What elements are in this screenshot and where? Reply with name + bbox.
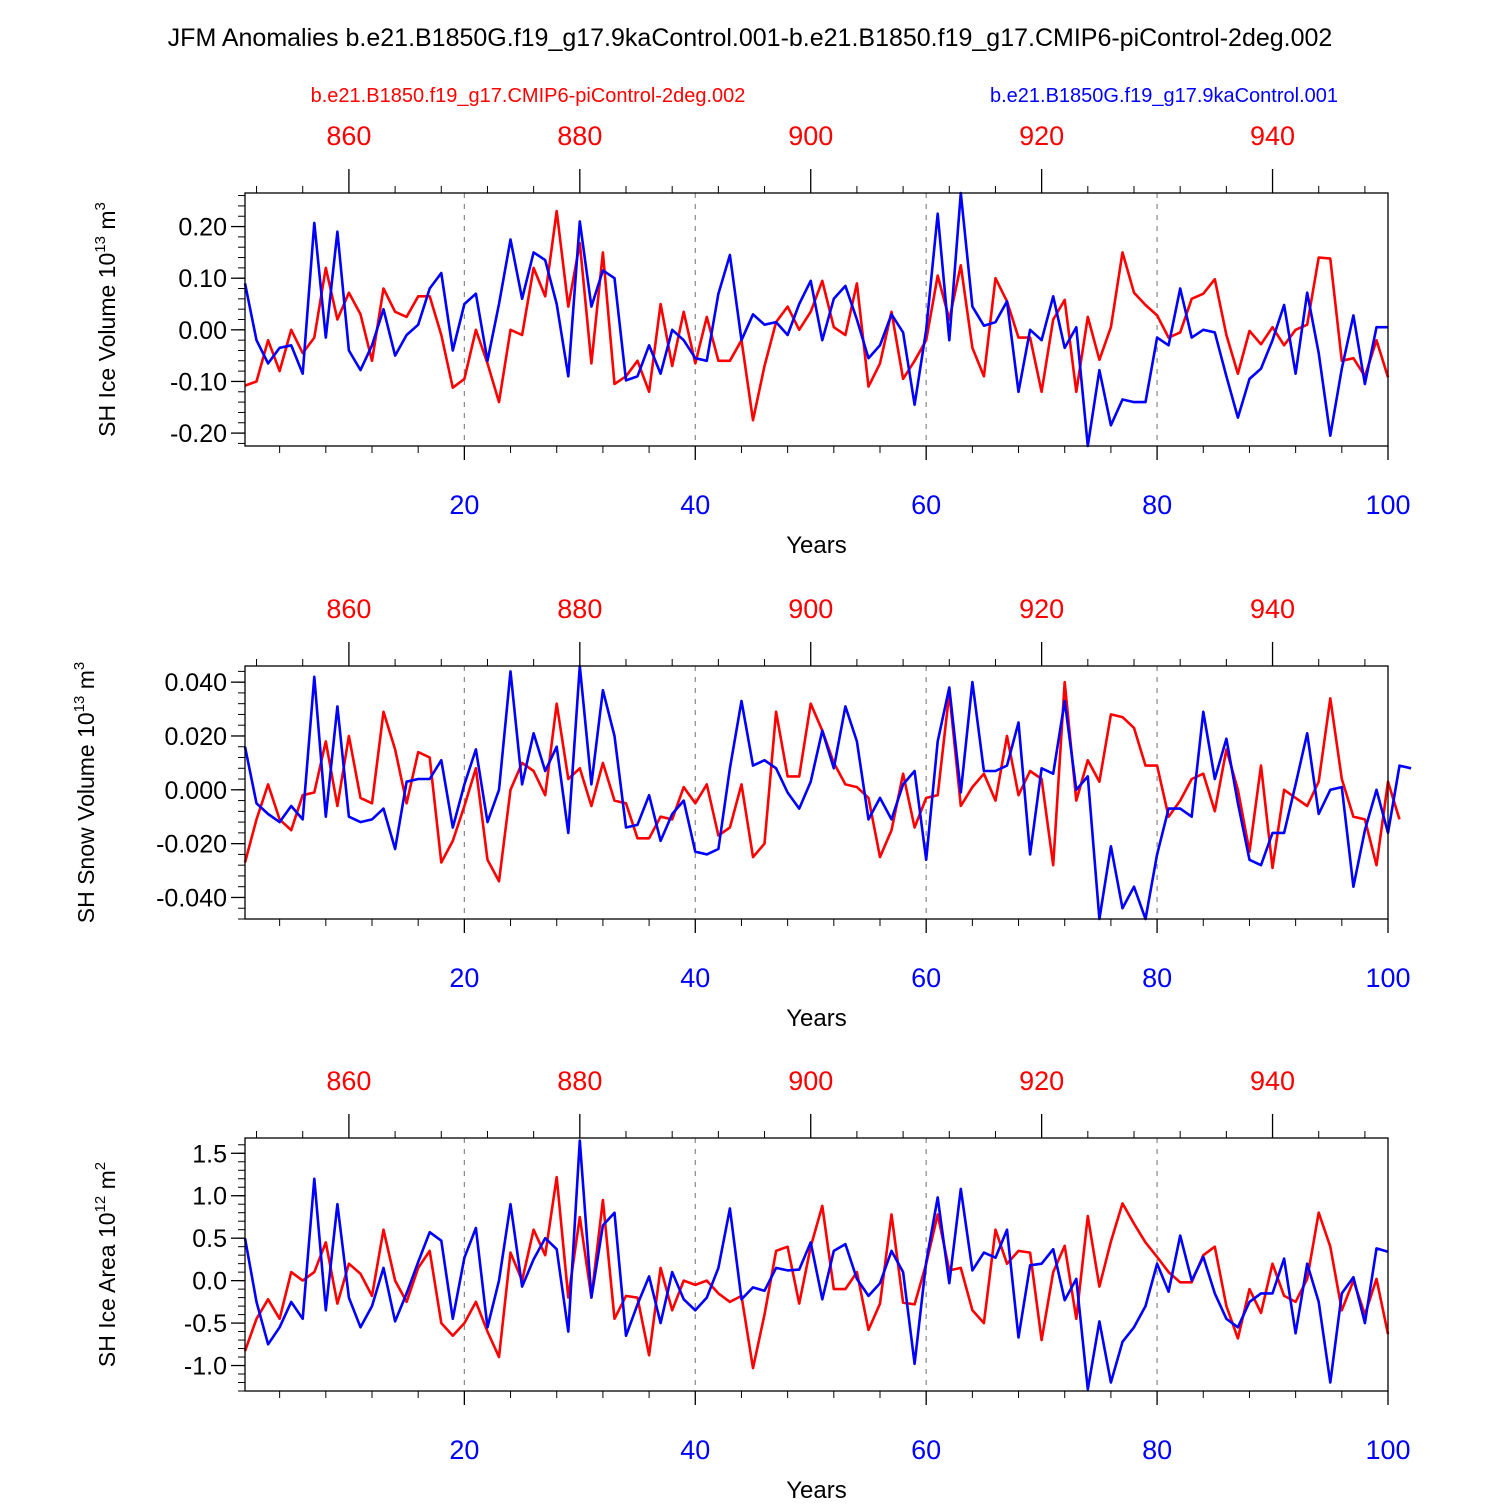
y-tick-label: -0.10 xyxy=(170,368,227,396)
y-axis-title-exponent: 13 xyxy=(92,236,109,253)
y-tick-label: 1.0 xyxy=(192,1183,227,1211)
series-line-blue xyxy=(243,664,1412,921)
top-x-tick-label: 880 xyxy=(557,594,602,624)
x-tick-label: 40 xyxy=(680,963,710,993)
x-tick-label: 80 xyxy=(1142,1435,1172,1465)
y-tick-label: 0.000 xyxy=(164,777,227,805)
chart-panel-3: -1.0 -0.5 0.0 0.5 1.0 1.5 20 40 60 80 100 Years 860 8… xyxy=(92,1066,1411,1504)
y-tick-label: 0.0 xyxy=(192,1268,227,1296)
series-line-blue xyxy=(243,1139,1389,1391)
top-x-tick-label: 880 xyxy=(557,1066,602,1096)
y-axis-title-part: m xyxy=(73,670,99,696)
top-x-tick-label: 900 xyxy=(788,594,833,624)
series-line-red xyxy=(244,209,1390,422)
top-x-tick-label: 860 xyxy=(326,594,371,624)
top-x-tick-label: 920 xyxy=(1019,1066,1064,1096)
top-x-tick-label: 920 xyxy=(1019,121,1064,151)
top-x-tick-label: 860 xyxy=(326,121,371,151)
series-line-red xyxy=(243,680,1401,883)
y-tick-label: 0.040 xyxy=(164,669,227,697)
x-tick-label: 20 xyxy=(449,963,479,993)
y-axis-title-part: SH Ice Volume 10 xyxy=(94,253,120,437)
chart-panel-2: -0.040 -0.020 0.000 0.020 0.040 20 40 60 80 100 Ye… xyxy=(71,594,1412,1032)
y-axis-title: SH Snow Volume 1013 m3 xyxy=(71,662,99,924)
plot-frame xyxy=(244,1137,1389,1392)
top-x-tick-label: 920 xyxy=(1019,594,1064,624)
x-tick-label: 20 xyxy=(449,1435,479,1465)
plot-frame xyxy=(244,665,1389,920)
x-tick-label: 40 xyxy=(680,490,710,520)
y-axis-title-exponent: 3 xyxy=(71,662,88,670)
top-x-tick-label: 860 xyxy=(326,1066,371,1096)
y-axis-title-part: m xyxy=(94,1170,120,1196)
x-axis-title: Years xyxy=(786,1005,847,1032)
x-tick-label: 60 xyxy=(911,490,941,520)
top-x-tick-label: 940 xyxy=(1250,1066,1295,1096)
y-axis-title-exponent: 13 xyxy=(71,696,88,713)
y-axis-title-exponent: 3 xyxy=(92,202,109,210)
y-axis-title-exponent: 2 xyxy=(92,1162,109,1170)
y-tick-label: 0.00 xyxy=(178,317,227,345)
y-tick-label: 0.020 xyxy=(164,723,227,751)
y-axis-title: SH Ice Volume 1013 m3 xyxy=(92,202,120,437)
x-tick-label: 100 xyxy=(1365,963,1410,993)
y-axis-title-part: SH Ice Area 10 xyxy=(94,1212,120,1367)
y-tick-label: -0.020 xyxy=(156,831,227,859)
legend-red-label: b.e21.B1850.f19_g17.CMIP6-piControl-2deg… xyxy=(311,85,746,107)
y-axis-title-part: m xyxy=(94,210,120,236)
top-x-tick-label: 940 xyxy=(1250,121,1295,151)
y-axis-title-exponent: 12 xyxy=(92,1196,109,1213)
x-tick-label: 100 xyxy=(1365,1435,1410,1465)
x-tick-label: 40 xyxy=(680,1435,710,1465)
x-tick-label: 60 xyxy=(911,1435,941,1465)
top-x-tick-label: 940 xyxy=(1250,594,1295,624)
top-x-tick-label: 900 xyxy=(788,121,833,151)
x-tick-label: 80 xyxy=(1142,963,1172,993)
y-tick-label: 1.5 xyxy=(192,1140,227,1168)
y-axis-title-part: SH Snow Volume 10 xyxy=(73,712,99,923)
y-axis-title: SH Ice Area 1012 m2 xyxy=(92,1162,120,1367)
x-axis-title: Years xyxy=(786,532,847,559)
x-tick-label: 100 xyxy=(1365,490,1410,520)
top-x-tick-label: 900 xyxy=(788,1066,833,1096)
legend-blue-label: b.e21.B1850G.f19_g17.9kaControl.001 xyxy=(990,85,1338,107)
y-tick-label: 0.5 xyxy=(192,1225,227,1253)
x-tick-label: 80 xyxy=(1142,490,1172,520)
plot-frame xyxy=(244,192,1389,447)
x-tick-label: 20 xyxy=(449,490,479,520)
y-tick-label: 0.10 xyxy=(178,265,227,293)
chart-panel-1: -0.20 -0.10 0.00 0.10 0.20 20 40 60 80 100 Years 86… xyxy=(92,121,1411,559)
y-tick-label: -0.040 xyxy=(156,884,227,912)
top-x-tick-label: 880 xyxy=(557,121,602,151)
chart-title: JFM Anomalies b.e21.B1850G.f19_g17.9kaCo… xyxy=(168,24,1333,52)
y-tick-label: -0.5 xyxy=(184,1310,227,1338)
y-tick-label: -1.0 xyxy=(184,1353,227,1381)
x-axis-title: Years xyxy=(786,1477,847,1500)
y-tick-label: 0.20 xyxy=(178,214,227,242)
series-line-blue xyxy=(243,191,1388,448)
x-tick-label: 60 xyxy=(911,963,941,993)
y-tick-label: -0.20 xyxy=(170,420,227,448)
